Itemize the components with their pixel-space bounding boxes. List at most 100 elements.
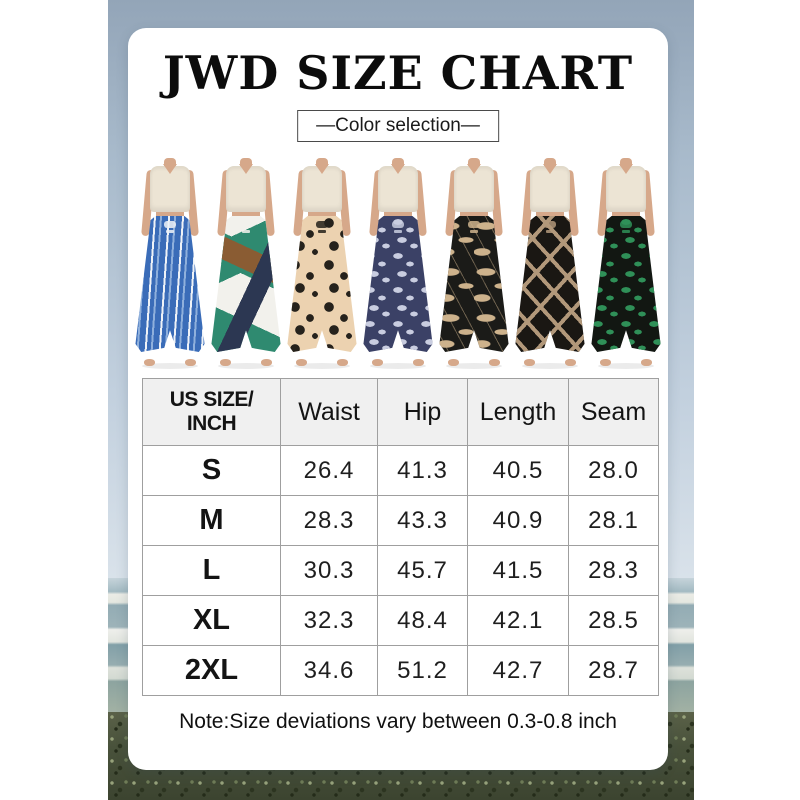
model-shadow [218,363,274,369]
model-crop-top [378,166,418,212]
pants-pattern-swatch [135,216,205,352]
pants-tie-bow [164,221,176,228]
size-row-m: M 28.3 43.3 40.9 28.1 [142,495,659,546]
page-title: JWD SIZE CHART [162,46,634,100]
size-row-l: L 30.3 45.7 41.5 28.3 [142,545,659,596]
model-foot-left [372,359,383,366]
model-foot-left [296,359,307,366]
size-table: US SIZE/ INCH Waist Hip Length Seam S 26.4 41.… [142,378,659,696]
model-shadow [294,363,350,369]
model-midriff [460,210,488,218]
measurement-value-waist: 30.3 [280,545,378,596]
measurement-value-hip: 41.3 [377,445,468,496]
measurement-value-seam: 28.3 [568,545,659,596]
pants-tie-bow [240,221,252,228]
size-row-xl: XL 32.3 48.4 42.1 28.5 [142,595,659,646]
column-header-length: Length [467,378,569,446]
pants-pattern-swatch [515,216,585,352]
model-foot-left [600,359,611,366]
model-photo-black-green-leaf [588,158,664,370]
measurement-value-waist: 34.6 [280,645,378,696]
model-photo-teal-geometric [208,158,284,370]
size-chart-card: JWD SIZE CHART —Color selection— US SIZE… [128,28,668,770]
column-header-seam: Seam [568,378,659,446]
measurement-value-waist: 26.4 [280,445,378,496]
pants-tie-bow [544,221,556,228]
measurement-value-length: 40.9 [467,495,569,546]
column-header-us-size-inch: US SIZE/ INCH [142,378,281,446]
size-label: M [142,495,281,546]
model-midriff [308,210,336,218]
pants-pattern-swatch [439,216,509,352]
model-crop-top [530,166,570,212]
pants-pattern-swatch [363,216,433,352]
model-foot-left [220,359,231,366]
model-crop-top [302,166,342,212]
model-photo-blue-white-stripe [132,158,208,370]
size-table-body: S 26.4 41.3 40.5 28.0 M 28.3 43.3 40.9 28.1 L 30.3 4… [142,445,659,696]
measurement-value-length: 40.5 [467,445,569,496]
size-label: XL [142,595,281,646]
measurement-value-hip: 43.3 [377,495,468,546]
model-photo-black-palm-leaf [436,158,512,370]
pants-tie-bow [620,221,632,228]
pants-pattern-swatch [287,216,357,352]
color-selection-label: —Color selection— [297,110,499,142]
model-foot-left [524,359,535,366]
measurement-value-seam: 28.5 [568,595,659,646]
size-row-2xl: 2XL 34.6 51.2 42.7 28.7 [142,645,659,696]
measurement-value-seam: 28.7 [568,645,659,696]
measurement-value-length: 42.1 [467,595,569,646]
measurement-value-waist: 28.3 [280,495,378,546]
model-midriff [536,210,564,218]
model-photo-black-tan-geo-lines [512,158,588,370]
model-midriff [612,210,640,218]
color-variant-row [132,158,664,370]
pants-pattern-swatch [211,216,281,352]
measurement-value-waist: 32.3 [280,595,378,646]
size-deviation-note: Note:Size deviations vary between 0.3-0.… [179,710,617,733]
pants-tie-bow [392,221,404,228]
measurement-value-length: 42.7 [467,645,569,696]
measurement-value-hip: 51.2 [377,645,468,696]
measurement-value-hip: 45.7 [377,545,468,596]
model-shadow [522,363,578,369]
model-foot-left [144,359,155,366]
pants-pattern-swatch [591,216,661,352]
model-foot-right [489,359,500,366]
column-header-hip: Hip [377,378,468,446]
model-foot-right [413,359,424,366]
model-midriff [384,210,412,218]
size-label: 2XL [142,645,281,696]
model-foot-left [448,359,459,366]
measurement-value-seam: 28.0 [568,445,659,496]
model-foot-right [185,359,196,366]
size-table-header-row: US SIZE/ INCH Waist Hip Length Seam [142,378,659,446]
model-shadow [598,363,654,369]
measurement-value-seam: 28.1 [568,495,659,546]
size-row-s: S 26.4 41.3 40.5 28.0 [142,445,659,496]
model-shadow [142,363,198,369]
column-header-waist: Waist [280,378,378,446]
model-crop-top [226,166,266,212]
model-crop-top [150,166,190,212]
model-foot-right [261,359,272,366]
measurement-value-length: 41.5 [467,545,569,596]
model-midriff [232,210,260,218]
model-foot-right [641,359,652,366]
model-foot-right [565,359,576,366]
model-photo-beige-black-floral [284,158,360,370]
pants-tie-bow [468,221,480,228]
model-crop-top [454,166,494,212]
model-shadow [446,363,502,369]
size-label: L [142,545,281,596]
model-shadow [370,363,426,369]
model-foot-right [337,359,348,366]
model-crop-top [606,166,646,212]
pants-tie-bow [316,221,328,228]
size-label: S [142,445,281,496]
measurement-value-hip: 48.4 [377,595,468,646]
model-midriff [156,210,184,218]
model-photo-navy-white-floral [360,158,436,370]
